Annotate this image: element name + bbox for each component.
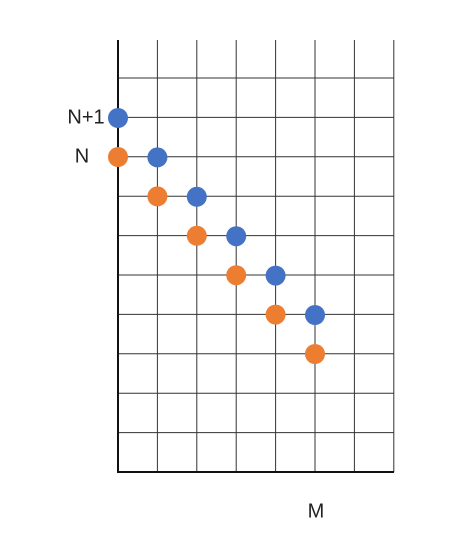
blue-dot	[147, 147, 168, 168]
blue-dot	[186, 186, 207, 207]
orange-dot	[108, 147, 128, 167]
blue-dot	[265, 265, 286, 286]
orange-dot	[147, 186, 168, 207]
orange-dot	[305, 344, 325, 364]
orange-dot	[226, 265, 247, 286]
orange-dot	[186, 225, 207, 246]
dots	[108, 108, 325, 364]
orange-dot	[265, 304, 286, 325]
row-label: N+1	[67, 106, 104, 128]
row-label: N	[75, 145, 89, 167]
blue-dot	[305, 305, 325, 325]
grid	[118, 40, 395, 472]
blue-dot	[226, 226, 247, 247]
blue-dot	[108, 108, 128, 128]
column-label: M	[308, 500, 325, 522]
